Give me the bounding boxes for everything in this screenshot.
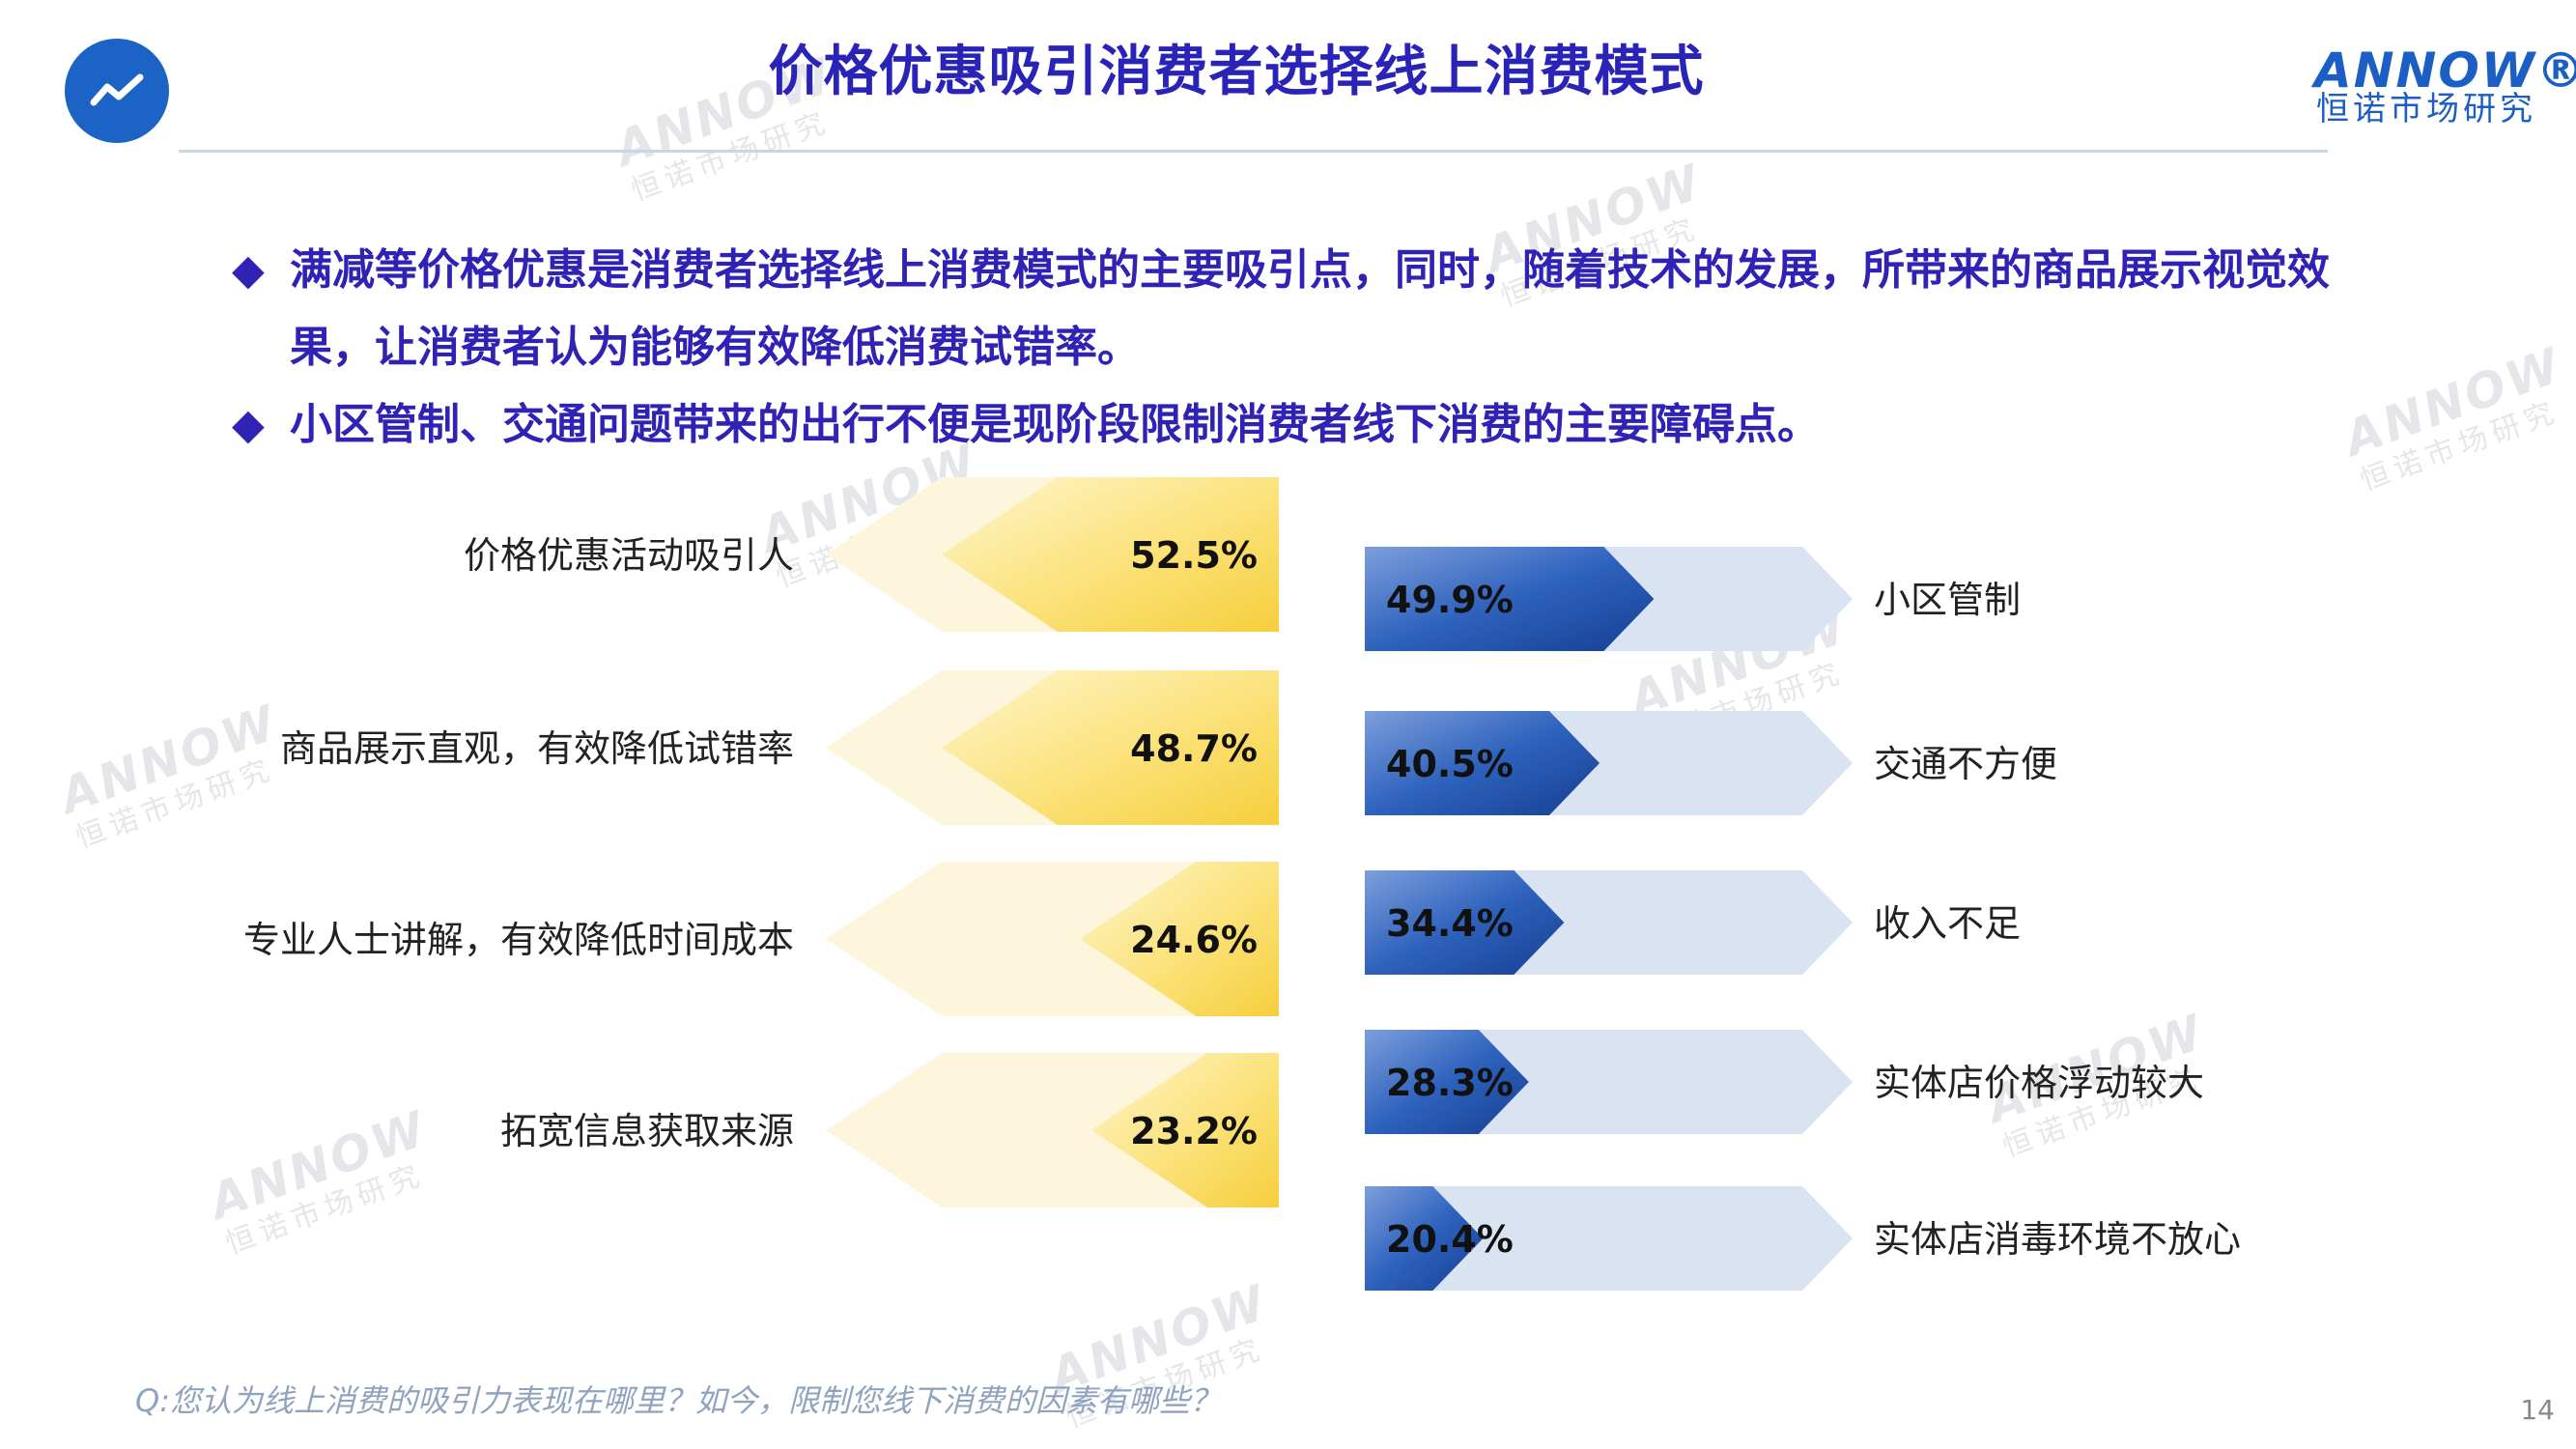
- page-title: 价格优惠吸引消费者选择线上消费模式: [768, 41, 1705, 103]
- category-label: 价格优惠活动吸引人: [464, 534, 794, 577]
- diamond-bullet-icon: ◆: [232, 245, 265, 295]
- bar: [1365, 1030, 1529, 1134]
- bullet-text: 满减等价格优惠是消费者选择线上消费模式的主要吸引点，同时，随着技术的发展，所带来…: [290, 245, 2330, 372]
- bar: [942, 670, 1279, 825]
- data-label: 40.5%: [1386, 743, 1514, 785]
- survey-question-footnote: Q:您认为线上消费的吸引力表现在哪里？如今，限制您线下消费的因素有哪些？: [135, 1382, 1221, 1419]
- bar: [942, 477, 1279, 632]
- bar: [1365, 711, 1599, 815]
- category-label: 实体店价格浮动较大: [1874, 1062, 2204, 1104]
- data-label: 52.5%: [1130, 534, 1258, 577]
- data-label: 28.3%: [1386, 1062, 1514, 1104]
- category-label: 专业人士讲解，有效降低时间成本: [243, 919, 794, 961]
- data-label: 48.7%: [1130, 727, 1258, 770]
- brand-logo-text: ANNOW®: [2314, 43, 2576, 99]
- category-label: 小区管制: [1874, 579, 2021, 621]
- bullet-point-1: ◆ 满减等价格优惠是消费者选择线上消费模式的主要吸引点，同时，随着技术的发展，所…: [232, 232, 2376, 386]
- bullet-text: 小区管制、交通问题带来的出行不便是现阶段限制消费者线下消费的主要障碍点。: [290, 400, 1820, 449]
- bar: [1365, 870, 1565, 975]
- category-label: 实体店消毒环境不放心: [1874, 1218, 2241, 1261]
- page-number: 14: [2520, 1394, 2555, 1426]
- bar: [1365, 547, 1655, 651]
- brand-logo-subtitle: 恒诺市场研究: [2316, 90, 2536, 128]
- data-label: 34.4%: [1386, 902, 1514, 945]
- diamond-bullet-icon: ◆: [232, 400, 265, 449]
- bar: [1080, 862, 1279, 1016]
- trend-line-icon: [90, 73, 144, 106]
- bar-track: [1365, 1186, 1853, 1291]
- bar: [1365, 1186, 1484, 1291]
- bullet-point-2: ◆ 小区管制、交通问题带来的出行不便是现阶段限制消费者线下消费的主要障碍点。: [232, 386, 2376, 464]
- data-label: 49.9%: [1386, 579, 1514, 621]
- category-label: 收入不足: [1874, 902, 2021, 945]
- title-divider: [179, 150, 2328, 153]
- data-label: 20.4%: [1386, 1218, 1514, 1261]
- logo-badge: [65, 39, 169, 143]
- data-label: 23.2%: [1130, 1110, 1258, 1152]
- category-label: 商品展示直观，有效降低试错率: [280, 727, 794, 770]
- bar: [1091, 1053, 1279, 1208]
- category-label: 交通不方便: [1874, 743, 2057, 785]
- category-label: 拓宽信息获取来源: [500, 1110, 794, 1152]
- data-label: 24.6%: [1130, 919, 1258, 961]
